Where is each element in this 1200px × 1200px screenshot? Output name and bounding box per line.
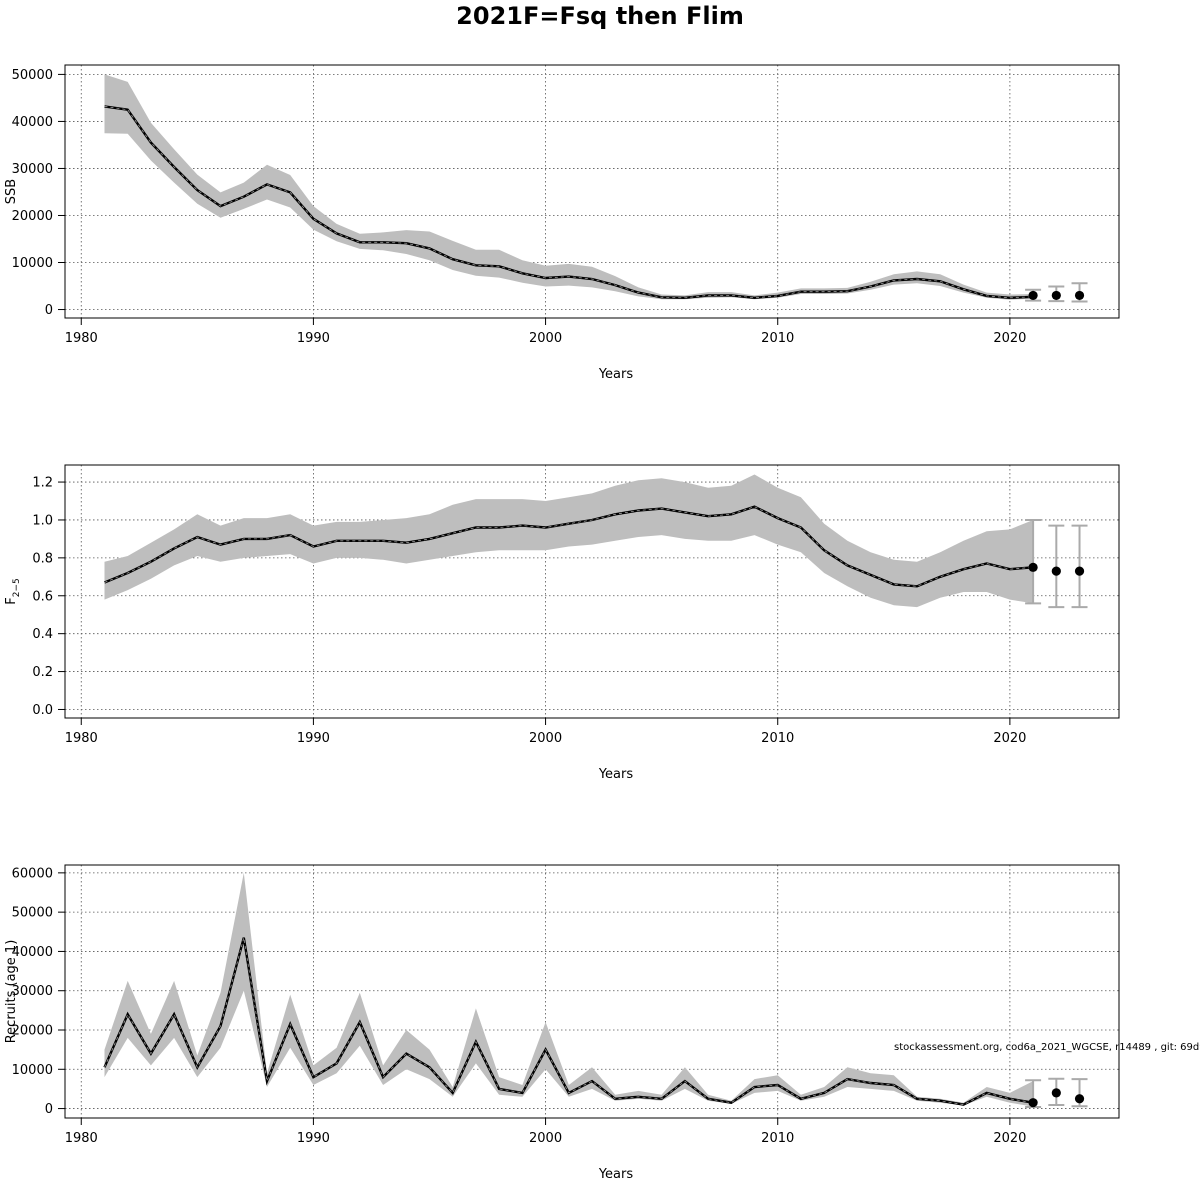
y-tick-label: 40000 [12, 945, 53, 960]
forecast-point [1028, 1098, 1038, 1108]
panels: 1980 1990 2000 2010 202001000020000300004000… [4, 64, 1120, 1182]
y-tick-label: 0.4 [32, 627, 53, 642]
forecast-errorbar [1048, 524, 1065, 609]
forecast-point [1051, 290, 1061, 301]
y-tick-label: 1.2 [32, 476, 53, 491]
confidence-band [104, 474, 1034, 608]
forecast-point [1074, 1094, 1085, 1104]
y-tick-label: 50000 [12, 906, 53, 921]
forecast-errorbar [1025, 518, 1042, 605]
estimate-line-dash [104, 106, 1034, 299]
confidence-band [104, 74, 1034, 300]
x-tick-label: 2020 [993, 1131, 1026, 1146]
chart-title: 2021F=Fsq then Flim [456, 2, 744, 30]
estimate-line-dash [104, 506, 1034, 587]
y-tick-label: 40000 [12, 115, 53, 130]
x-tick-label: 1990 [297, 331, 330, 346]
y-axis-label: Recruits (age 1) [4, 940, 19, 1044]
y-tick-label: 0.2 [32, 665, 53, 680]
x-tick-label: 1990 [297, 1131, 330, 1146]
y-tick-label: 10000 [12, 1063, 53, 1078]
y-tick-label: 0 [45, 1102, 53, 1117]
x-tick-label: 2000 [529, 1131, 562, 1146]
y-tick-label: 30000 [12, 162, 53, 177]
x-tick-label: 2010 [761, 331, 794, 346]
y-tick-label: 10000 [12, 256, 53, 271]
y-axis-label-text: SSB [4, 179, 19, 204]
x-tick-label: 1990 [297, 731, 330, 746]
y-tick-label: 50000 [12, 68, 53, 83]
panel-1: 1980 1990 2000 2010 2020 0 10000 20000 30000 4000… [4, 64, 1120, 382]
x-tick-label: 1980 [65, 331, 98, 346]
panel-2: 1980 1990 2000 2010 2020 0.0 0.2 0.4 0.6 0.8 1.0 1.… [4, 464, 1120, 782]
forecast-point [1028, 562, 1038, 572]
y-tick-label: 0.0 [32, 703, 53, 718]
footnote: stockassessment.org, cod6a_2021_WGCSE, r… [894, 1042, 1200, 1053]
y-axis-label: F2−5 [4, 578, 22, 604]
y-tick-label: 0 [45, 303, 53, 318]
y-tick-label: 0.6 [32, 589, 53, 604]
x-axis-label: Years [598, 1167, 634, 1182]
x-tick-label: 1980 [65, 731, 98, 746]
estimate-line-dash [104, 937, 1034, 1106]
y-axis-label-text: Recruits (age 1) [4, 940, 19, 1044]
x-tick-label: 1980 [65, 1131, 98, 1146]
confidence-band [104, 872, 1034, 1107]
y-tick-label: 1.0 [32, 513, 53, 528]
x-tick-label: 2010 [761, 1131, 794, 1146]
y-tick-label: 60000 [12, 866, 53, 881]
x-tick-label: 2010 [761, 731, 794, 746]
x-axis-label: Years [598, 767, 634, 782]
y-tick-label: 20000 [12, 1024, 53, 1039]
forecast-errorbar [1071, 524, 1088, 609]
y-tick-label: 0.8 [32, 551, 53, 566]
y-tick-label: 30000 [12, 984, 53, 999]
panel-3: 1980 1990 2000 2010 2020 0 10000 20000 30000 4000… [4, 864, 1120, 1182]
x-axis-label: Years [598, 367, 634, 382]
y-axis-label-text: F [4, 597, 19, 604]
x-tick-label: 2020 [993, 731, 1026, 746]
forecast-point [1028, 290, 1038, 301]
forecast-point [1074, 290, 1085, 301]
y-axis-label: SSB [4, 179, 19, 204]
forecast-point [1051, 566, 1061, 576]
y-axis-label-subscript: 2−5 [12, 578, 22, 597]
y-tick-label: 20000 [12, 209, 53, 224]
x-tick-label: 2020 [993, 331, 1026, 346]
forecast-point [1074, 566, 1085, 576]
forecast-point [1051, 1088, 1061, 1098]
x-tick-label: 2000 [529, 731, 562, 746]
x-tick-label: 2000 [529, 331, 562, 346]
